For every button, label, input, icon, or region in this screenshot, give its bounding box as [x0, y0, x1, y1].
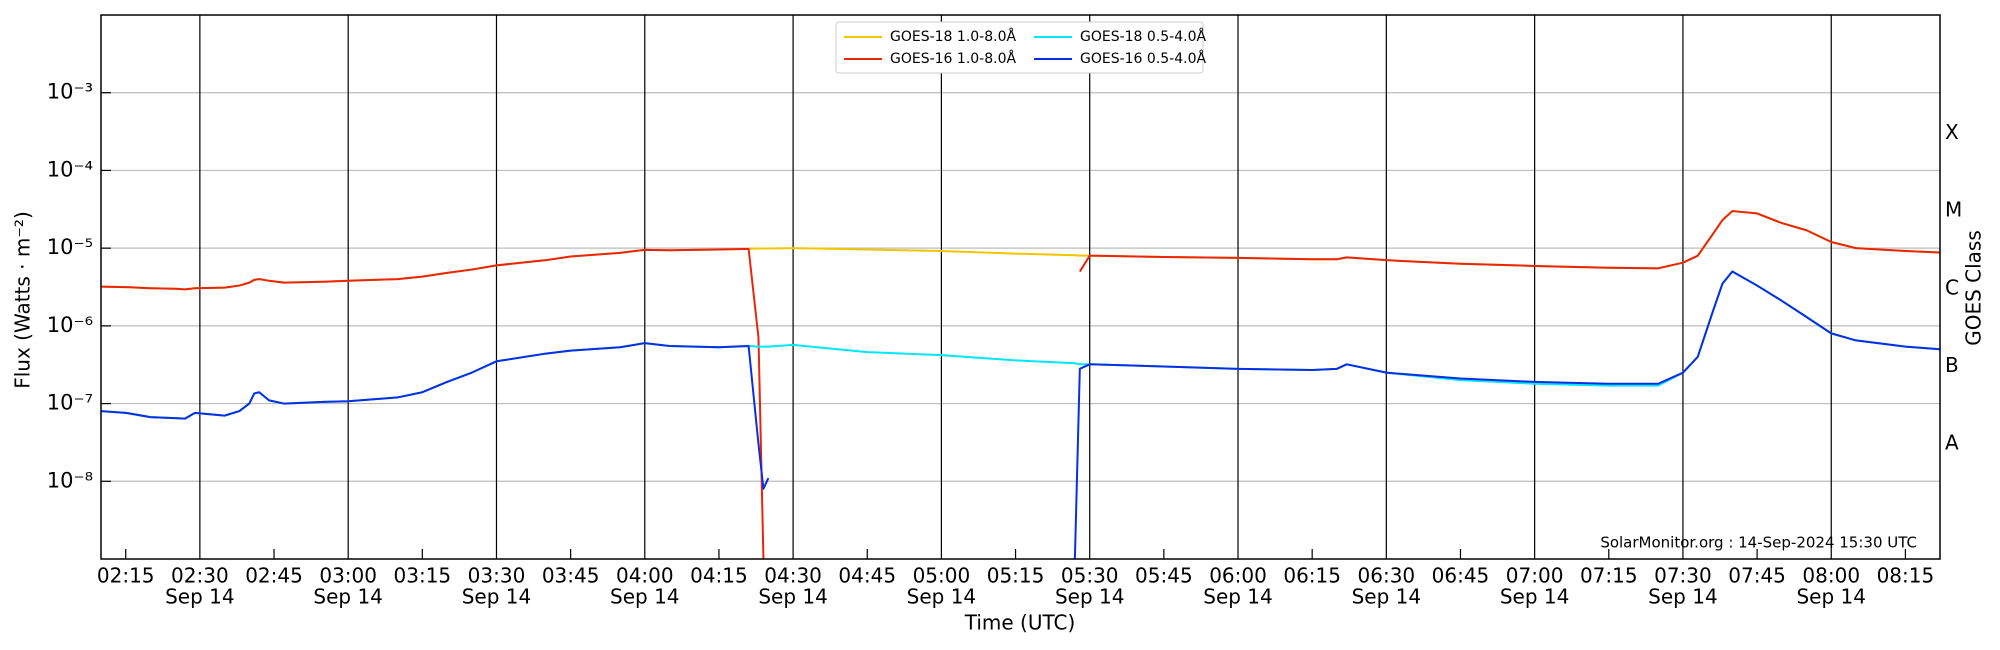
x-tick-date: Sep 14 — [1500, 585, 1570, 609]
series-line — [101, 270, 1940, 420]
x-tick-label: 07:15 — [1580, 564, 1638, 588]
y-tick-label: 10⁻⁷ — [47, 391, 93, 415]
x-tick-label: 07:30 — [1654, 564, 1712, 588]
x-tick-date: Sep 14 — [1352, 585, 1422, 609]
x-tick-label: 04:30 — [764, 564, 822, 588]
series-line — [101, 210, 1940, 291]
x-tick-label: 08:15 — [1877, 564, 1935, 588]
y-tick-label: 10⁻⁵ — [47, 235, 93, 259]
y2-tick-label: C — [1945, 275, 1959, 299]
x-tick-label: 02:15 — [97, 564, 155, 588]
legend-label: GOES-16 1.0-8.0Å — [890, 50, 1016, 67]
x-tick-label: 06:00 — [1209, 564, 1267, 588]
x-tick-label: 05:30 — [1061, 564, 1119, 588]
y-tick-label: 10⁻⁶ — [47, 313, 93, 337]
legend-label: GOES-16 0.5-4.0Å — [1080, 50, 1206, 67]
x-axis-label: Time (UTC) — [964, 611, 1076, 635]
y2-tick-label: B — [1945, 353, 1959, 377]
y-tick-label: 10⁻⁴ — [47, 157, 93, 181]
legend-box — [835, 21, 1204, 74]
annotation: SolarMonitor.org : 14-Sep-2024 15:30 UTC — [1600, 534, 1917, 552]
legend-label: GOES-18 1.0-8.0Å — [890, 28, 1016, 45]
legend-label: GOES-18 0.5-4.0Å — [1080, 28, 1206, 45]
x-tick-label: 07:45 — [1728, 564, 1786, 588]
x-tick-date: Sep 14 — [907, 585, 977, 609]
x-tick-date: Sep 14 — [165, 585, 235, 609]
x-tick-date: Sep 14 — [610, 585, 680, 609]
y2-tick-label: A — [1945, 431, 1959, 455]
x-tick-label: 03:30 — [468, 564, 526, 588]
plot-frame — [100, 14, 1941, 560]
x-tick-label: 04:00 — [616, 564, 674, 588]
y-tick-label: 10⁻⁸ — [47, 468, 93, 492]
x-tick-label: 03:45 — [542, 564, 600, 588]
x-tick-date: Sep 14 — [462, 585, 532, 609]
x-tick-date: Sep 14 — [1796, 585, 1866, 609]
x-tick-label: 04:45 — [838, 564, 896, 588]
y-tick-label: 10⁻³ — [47, 80, 93, 104]
plot-area — [101, 210, 1940, 559]
series-line — [101, 210, 1940, 559]
x-tick-date: Sep 14 — [758, 585, 828, 609]
x-tick-label: 06:15 — [1283, 564, 1341, 588]
y2-axis-label: GOES Class — [1962, 230, 1986, 346]
x-tick-label: 05:45 — [1135, 564, 1193, 588]
x-tick-label: 03:00 — [319, 564, 377, 588]
x-tick-label: 06:45 — [1432, 564, 1490, 588]
x-tick-label: 02:30 — [171, 564, 229, 588]
x-tick-label: 07:00 — [1506, 564, 1564, 588]
x-tick-date: Sep 14 — [1203, 585, 1273, 609]
y2-tick-label: M — [1945, 198, 1962, 222]
x-tick-date: Sep 14 — [313, 585, 383, 609]
x-tick-label: 03:15 — [394, 564, 452, 588]
x-tick-label: 08:00 — [1802, 564, 1860, 588]
y-axis-label: Flux (Watts · m⁻²) — [11, 211, 35, 389]
x-tick-label: 02:45 — [245, 564, 303, 588]
y2-tick-label: X — [1945, 120, 1959, 144]
x-tick-label: 04:15 — [690, 564, 748, 588]
x-tick-label: 05:00 — [913, 564, 971, 588]
x-tick-date: Sep 14 — [1648, 585, 1718, 609]
x-tick-date: Sep 14 — [1055, 585, 1125, 609]
x-tick-label: 05:15 — [987, 564, 1045, 588]
x-tick-label: 06:30 — [1358, 564, 1416, 588]
series-line — [101, 270, 1940, 559]
